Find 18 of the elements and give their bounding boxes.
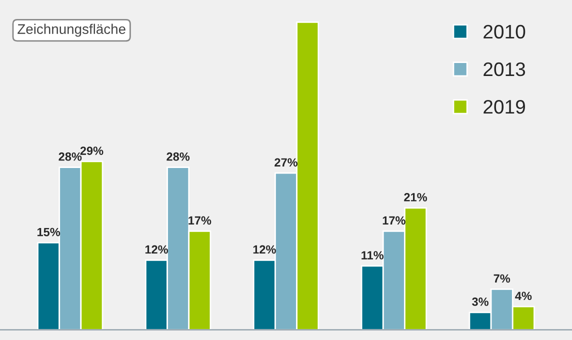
data-label: 28% xyxy=(166,152,190,161)
legend-label: 2013 xyxy=(484,62,526,76)
data-label: 17% xyxy=(188,216,212,225)
data-label: 29% xyxy=(80,146,104,155)
data-label: 21% xyxy=(404,193,428,202)
data-label: 7% xyxy=(494,274,510,283)
data-label: 28% xyxy=(58,152,82,161)
data-label: 27% xyxy=(274,158,298,167)
data-label: 3% xyxy=(472,298,488,306)
legend-label: 2010 xyxy=(484,24,526,39)
data-label: 17% xyxy=(382,216,406,225)
legend-label: 2019 xyxy=(484,100,525,114)
data-label: 11% xyxy=(362,251,384,260)
data-label: 15% xyxy=(37,228,60,236)
data-label: 12% xyxy=(253,245,276,254)
data-label: 12% xyxy=(145,245,168,254)
annotation: Zeichnungsfläche xyxy=(18,24,126,37)
data-label: 4% xyxy=(515,292,532,300)
